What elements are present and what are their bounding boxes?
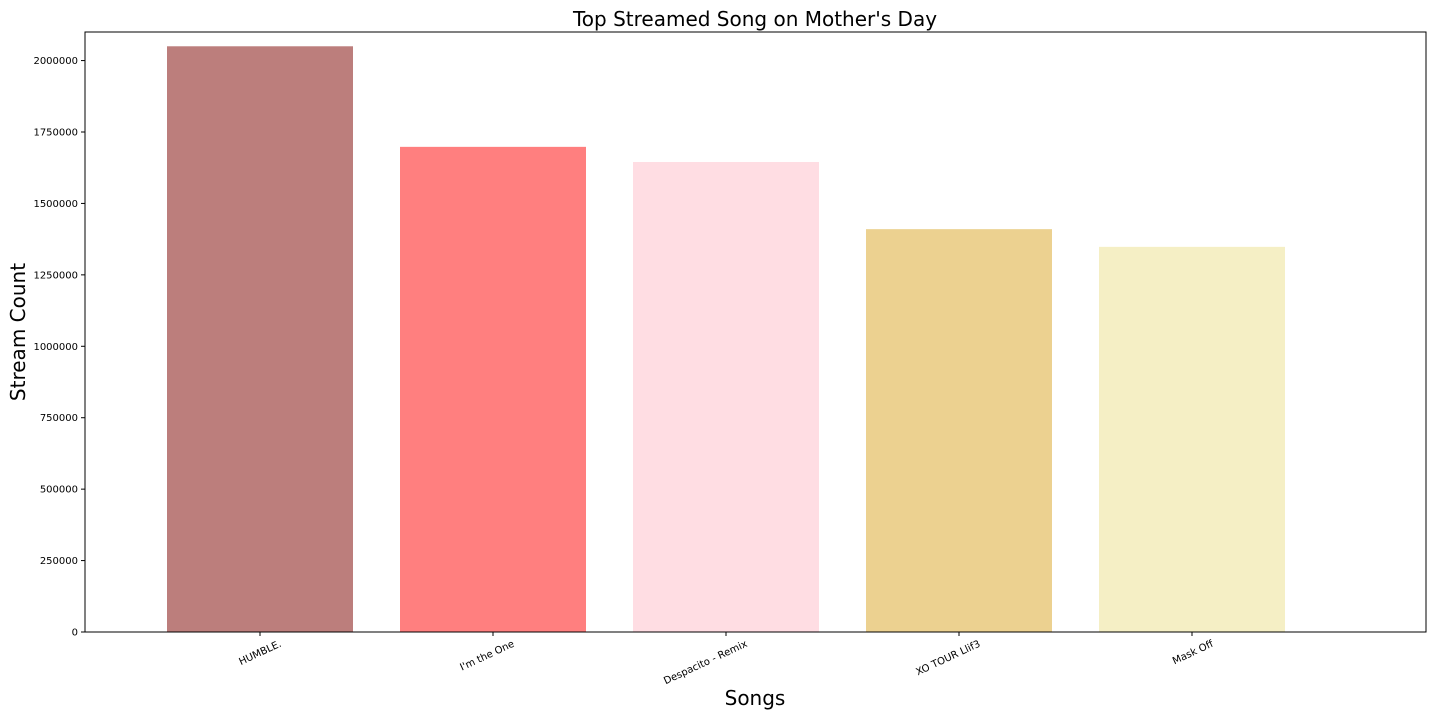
y-tick-label: 2000000 [33, 56, 78, 67]
bar-4 [866, 229, 1052, 632]
plot-frame [84, 31, 1427, 633]
x-tick-label: XO TOUR Llif3 [914, 639, 982, 678]
y-tick-label: 1250000 [33, 270, 78, 281]
y-tick-label: 750000 [40, 413, 78, 424]
plot-area: 0 250000 500000 750000 1000000 1250000 1500000… [33, 31, 1427, 687]
bar-1 [167, 46, 353, 633]
x-tick-label: Mask Off [1171, 638, 1216, 667]
y-tick-label: 1500000 [33, 199, 78, 210]
y-tick-label: 1000000 [33, 342, 78, 353]
x-axis-label: Songs [725, 686, 786, 710]
y-tick-label: 500000 [40, 485, 78, 496]
y-tick-label: 250000 [40, 556, 78, 567]
x-tick-label: I'm the One [459, 639, 517, 674]
x-tick-label: Despacito - Remix [662, 639, 749, 687]
y-tick-label: 0 [72, 628, 78, 639]
bar-3 [633, 162, 819, 632]
chart-title: Top Streamed Song on Mother's Day [572, 7, 937, 31]
bar-2 [400, 146, 586, 632]
y-axis-label: Stream Count [6, 263, 30, 401]
x-tick-label: HUMBLE. [237, 639, 283, 668]
bar-5 [1099, 246, 1285, 632]
y-tick-label: 1750000 [33, 128, 78, 139]
